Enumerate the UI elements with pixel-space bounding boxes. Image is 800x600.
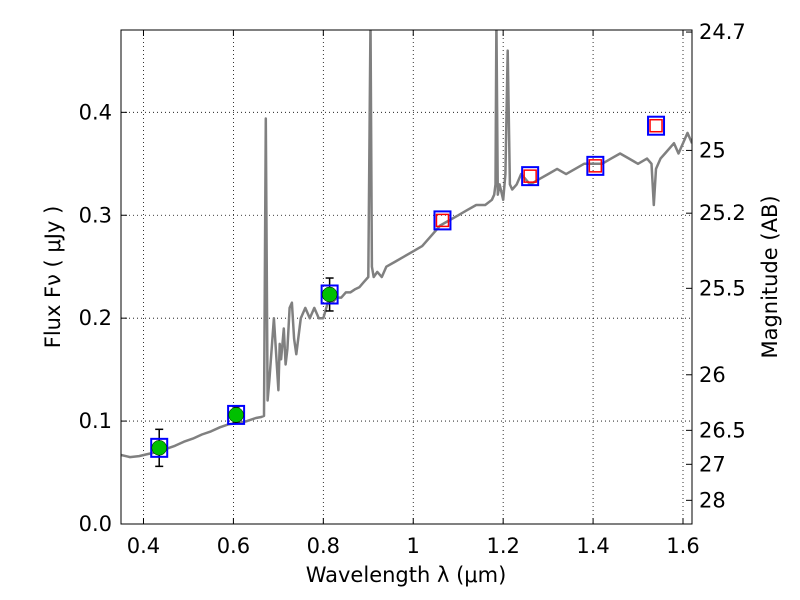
y-axis-label: Flux Fν ( μJy ) xyxy=(41,206,65,349)
data-point-square xyxy=(649,118,663,133)
data-point-box xyxy=(433,210,452,231)
x-tick-label: 0.6 xyxy=(217,534,250,558)
right-tick-label: 25.5 xyxy=(699,276,746,300)
x-tick-label: 1.4 xyxy=(576,534,609,558)
data-point-box xyxy=(521,166,540,187)
series-layer xyxy=(121,30,692,459)
data-point-square xyxy=(523,169,537,183)
x-axis: 0.4 0.6 0.8 1 1.2 1.4 1.6 xyxy=(127,30,700,558)
data-point-square xyxy=(435,213,450,228)
y-tick-label: 0.2 xyxy=(79,306,112,330)
marker-layer xyxy=(150,115,666,468)
y-axis-right-label: Magnitude (AB) xyxy=(758,195,782,358)
data-point-box xyxy=(586,155,605,176)
x-axis-label: Wavelength λ (μm) xyxy=(306,563,507,587)
x-tick-label: 0.8 xyxy=(307,534,340,558)
right-tick-label: 24.7 xyxy=(699,20,746,44)
data-point-box xyxy=(150,437,169,458)
right-tick-label: 26.5 xyxy=(699,418,746,442)
right-tick-label: 25.2 xyxy=(699,201,746,225)
data-point-box xyxy=(227,404,246,425)
y-tick-label: 0.1 xyxy=(79,409,112,433)
data-point-circle xyxy=(228,407,244,423)
data-point-box xyxy=(320,284,339,305)
y-tick-label: 0.0 xyxy=(79,512,112,536)
data-point-circle xyxy=(151,440,167,456)
right-tick-label: 28 xyxy=(699,488,726,512)
y-axis-left: 0.0 0.1 0.2 0.3 0.4 xyxy=(79,100,127,536)
right-tick-label: 25 xyxy=(699,138,726,162)
grid xyxy=(121,30,692,524)
y-axis-right: 24.7 25 25.2 25.5 26 26.5 27 28 xyxy=(686,20,746,512)
sed-model-line xyxy=(121,30,692,459)
x-tick-label: 1.2 xyxy=(486,534,519,558)
right-tick-label: 26 xyxy=(699,363,726,387)
y-tick-label: 0.3 xyxy=(79,203,112,227)
data-point-box xyxy=(647,115,666,136)
x-tick-label: 0.4 xyxy=(127,534,160,558)
right-tick-label: 27 xyxy=(699,452,726,476)
y-tick-label: 0.4 xyxy=(79,100,112,124)
data-point-circle xyxy=(321,286,338,303)
plot-frame xyxy=(120,29,693,525)
x-tick-label: 1 xyxy=(407,534,420,558)
data-point-square xyxy=(588,159,603,173)
x-tick-label: 1.6 xyxy=(666,534,699,558)
